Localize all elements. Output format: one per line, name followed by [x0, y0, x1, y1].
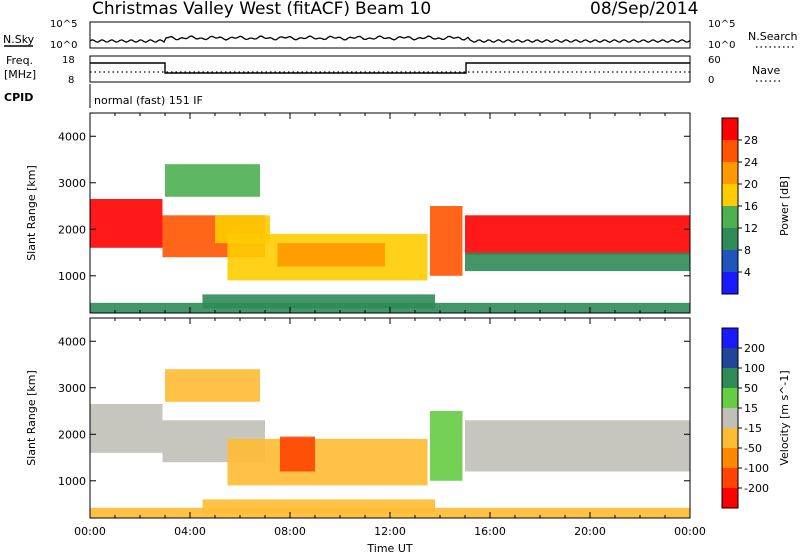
- velocity-band-7: [465, 420, 690, 472]
- x-tick-label: 20:00: [574, 525, 606, 538]
- y-tick-label: 1000: [58, 270, 86, 283]
- freq-right-tick-top: 60: [708, 55, 721, 66]
- velocity-x-axis: 00:00 04:00 08:00 12:00 16:00 20:00 00:00: [74, 318, 706, 538]
- date-title: 08/Sep/2014: [590, 0, 698, 19]
- colorbar-swatch: [722, 228, 738, 250]
- power-band-8: [465, 215, 690, 255]
- power-heatmap-cells: [90, 164, 690, 313]
- freq-right-tick-bottom: 0: [708, 75, 714, 86]
- freq-left-tick-bottom: 8: [68, 75, 74, 86]
- colorbar-tick-label: -100: [744, 462, 769, 475]
- nsky-strip: N.Sky 10^5 10^0 10^5 10^0 N.Search: [3, 19, 798, 51]
- x-axis-label: Time UT: [366, 542, 412, 554]
- colorbar-swatch: [722, 118, 738, 140]
- y-tick-label: 2000: [58, 428, 86, 441]
- colorbar-tick-label: 100: [744, 362, 765, 375]
- nave-label: Nave: [752, 64, 780, 77]
- colorbar-tick-label: 24: [744, 156, 758, 169]
- colorbar-tick-label: 4: [744, 266, 751, 279]
- nsky-right-tick-bottom: 10^0: [708, 40, 735, 51]
- velocity-band-0: [90, 404, 163, 453]
- colorbar-tick-label: 15: [744, 402, 758, 415]
- beam-title: Beam 10: [355, 0, 431, 19]
- velocity-colorbar-label: Velocity [m s^-1]: [778, 370, 791, 465]
- x-tick-label: 04:00: [174, 525, 206, 538]
- nsky-label: N.Sky: [3, 33, 35, 46]
- y-tick-label: 4000: [58, 130, 86, 143]
- colorbar-swatch: [722, 468, 738, 488]
- colorbar-swatch: [722, 206, 738, 228]
- power-colorbar: Power [dB] 28 24 20 16 12 8 4: [721, 117, 791, 295]
- colorbar-swatch: [722, 184, 738, 206]
- y-tick-label: 3000: [58, 382, 86, 395]
- x-tick-label: 12:00: [374, 525, 406, 538]
- y-tick-label: 1000: [58, 475, 86, 488]
- colorbar-tick-label: 16: [744, 200, 758, 213]
- velocity-band-4: [280, 436, 315, 472]
- y-tick-label: 2000: [58, 223, 86, 236]
- velocity-panel: 1000 2000 3000 4000 00:00 04:00 08:00 12:00 16:…: [25, 317, 706, 555]
- x-tick-label: 00:00: [674, 525, 706, 538]
- colorbar-tick-label: -200: [744, 482, 769, 495]
- freq-label-line2: [MHz]: [4, 68, 36, 81]
- colorbar-swatch: [722, 488, 738, 508]
- freq-left-tick-top: 18: [62, 55, 75, 66]
- cpid-value: normal (fast) 151 IF: [94, 94, 203, 107]
- colorbar-tick-label: 8: [744, 244, 751, 257]
- colorbar-tick-label: -50: [744, 442, 762, 455]
- power-band-5: [277, 243, 385, 267]
- x-tick-label: 08:00: [274, 525, 306, 538]
- colorbar-swatch: [722, 388, 738, 408]
- power-panel: 1000 2000 3000 4000 Slant Range [km]: [25, 112, 691, 314]
- cpid-label: CPID: [4, 91, 33, 104]
- power-y-axis-label: Slant Range [km]: [25, 165, 38, 261]
- velocity-band-2: [165, 369, 260, 402]
- colorbar-tick-label: -15: [744, 422, 762, 435]
- velocity-heatmap-cells: [90, 369, 690, 518]
- y-tick-label: 3000: [58, 177, 86, 190]
- colorbar-swatch: [722, 448, 738, 468]
- velocity-y-axis-label: Slant Range [km]: [25, 370, 38, 466]
- power-band-9: [465, 252, 690, 272]
- power-band-2: [165, 164, 260, 197]
- colorbar-tick-label: 20: [744, 178, 758, 191]
- velocity-colorbar: Velocity [m s^-1] 200 100 50 15 -15 -50 -100 -2…: [721, 327, 791, 509]
- x-tick-label: 00:00: [74, 525, 106, 538]
- power-y-axis: 1000 2000 3000 4000: [58, 130, 690, 283]
- velocity-band-3: [227, 438, 428, 486]
- power-x-ticks: [89, 113, 691, 313]
- colorbar-swatch: [722, 348, 738, 368]
- colorbar-swatch: [722, 428, 738, 448]
- station-title: Christmas Valley West (fitACF): [92, 0, 350, 19]
- colorbar-swatch: [722, 250, 738, 272]
- velocity-band-6: [430, 411, 463, 481]
- nsky-left-tick-top: 10^5: [50, 19, 77, 30]
- colorbar-swatch: [722, 328, 738, 348]
- colorbar-swatch: [722, 368, 738, 388]
- velocity-y-axis: 1000 2000 3000 4000: [58, 335, 690, 488]
- y-tick-label: 4000: [58, 335, 86, 348]
- x-tick-label: 16:00: [474, 525, 506, 538]
- nsky-series-line: [89, 35, 691, 43]
- power-colorbar-label: Power [dB]: [778, 176, 791, 236]
- colorbar-tick-label: 28: [744, 134, 758, 147]
- nsky-right-tick-top: 10^5: [708, 19, 735, 30]
- colorbar-tick-label: 50: [744, 382, 758, 395]
- colorbar-swatch: [722, 140, 738, 162]
- freq-strip: Freq. [MHz] 18 8 60 0 Nave: [4, 54, 782, 86]
- colorbar-tick-label: 200: [744, 342, 765, 355]
- colorbar-swatch: [722, 408, 738, 428]
- power-band-7: [430, 206, 463, 276]
- colorbar-swatch: [722, 162, 738, 184]
- freq-series-line: [90, 62, 690, 74]
- freq-label-line1: Freq.: [6, 54, 33, 67]
- nsearch-label: N.Search: [748, 30, 798, 43]
- nsky-left-tick-bottom: 10^0: [50, 40, 77, 51]
- colorbar-swatch: [722, 272, 738, 294]
- power-band-0: [90, 199, 163, 248]
- colorbar-tick-label: 12: [744, 222, 758, 235]
